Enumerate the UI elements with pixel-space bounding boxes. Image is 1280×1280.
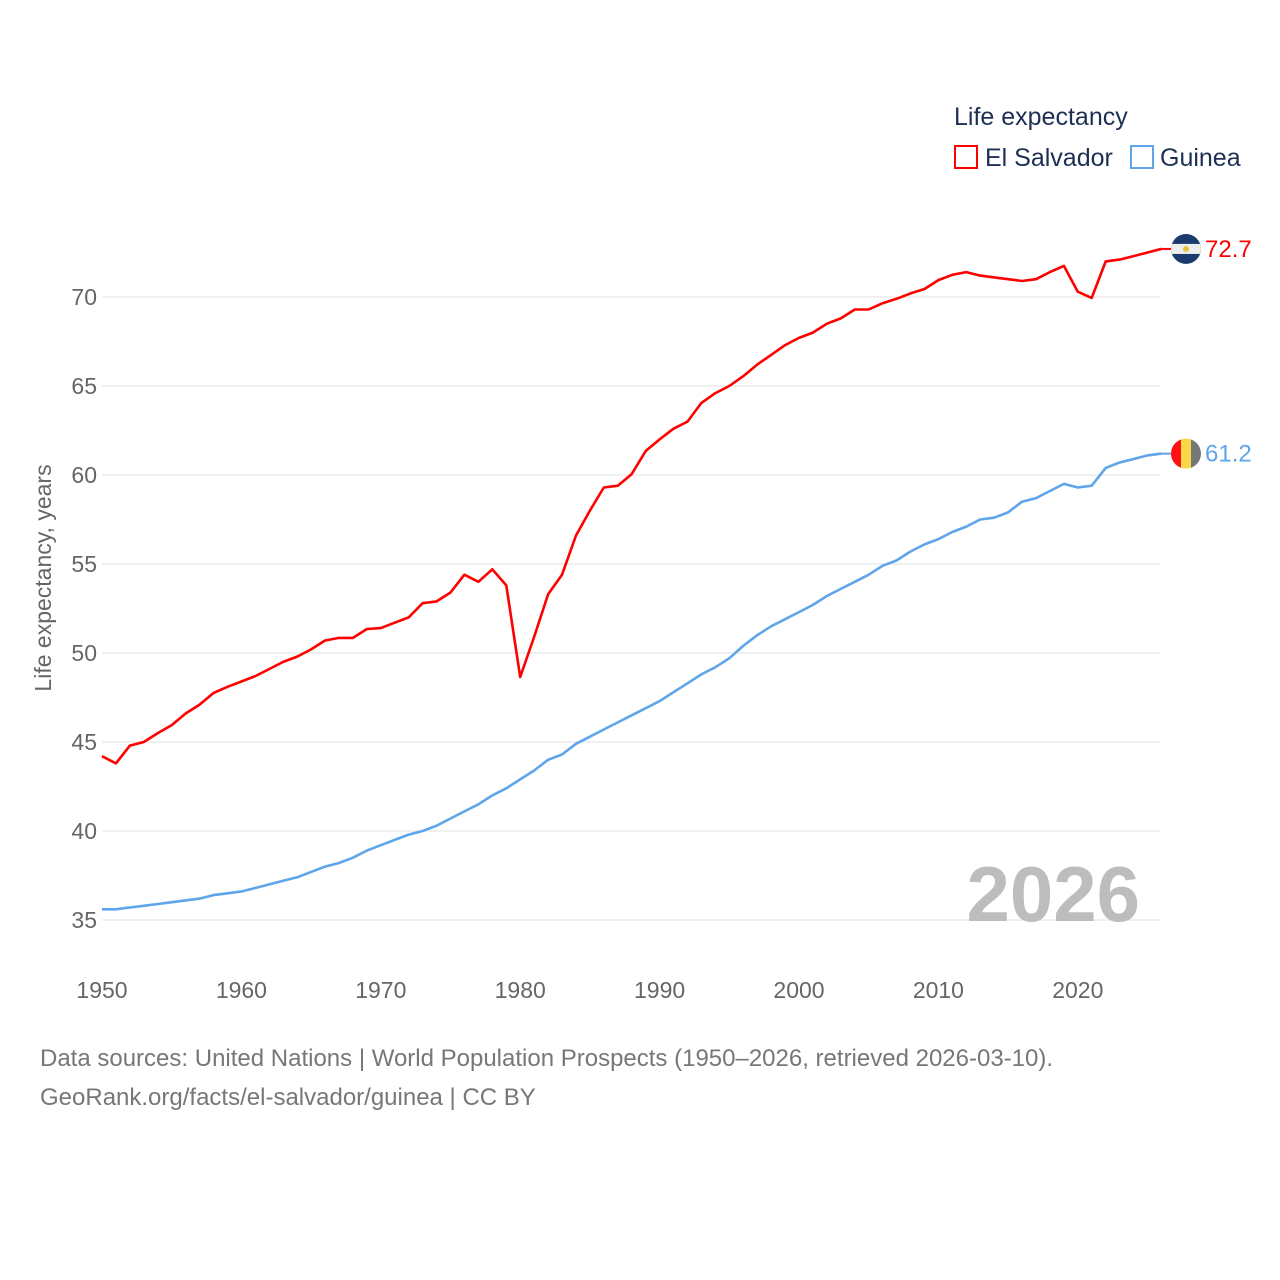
series-lines [101,247,1162,911]
y-tick-label: 40 [71,818,97,844]
end-labels: 72.7 61.2 [1161,233,1252,469]
year-watermark: 2026 [966,850,1140,938]
y-tick-label: 60 [71,462,97,488]
series-line-el-salvador[interactable] [101,247,1162,765]
y-axis-ticks: 35 40 45 50 55 60 65 70 [71,284,97,933]
x-tick-label: 1980 [495,977,546,1003]
y-tick-label: 70 [71,284,97,310]
x-tick-label: 1990 [634,977,685,1003]
x-axis-ticks: 1950 1960 1970 1980 1990 2000 2010 2020 [76,977,1103,1003]
guinea-flag-icon [1171,438,1201,469]
legend-title: Life expectancy [954,103,1128,131]
y-tick-label: 50 [71,640,97,666]
data-source-note: Data sources: United Nations | World Pop… [40,1045,1054,1072]
legend: Life expectancy El Salvador Guinea [954,103,1241,172]
y-tick-label: 55 [71,551,97,577]
grid-lines [102,296,1160,921]
el-salvador-flag-icon [1171,233,1201,264]
series-line-guinea[interactable] [102,452,1162,911]
y-tick-label: 65 [71,373,97,399]
x-tick-label: 2020 [1052,977,1103,1003]
x-tick-label: 2000 [773,977,824,1003]
credit-link[interactable]: GeoRank.org/facts/el-salvador/guinea | C… [40,1084,536,1111]
y-tick-label: 35 [71,907,97,933]
legend-label-el-salvador[interactable]: El Salvador [985,144,1113,172]
x-tick-label: 1970 [355,977,406,1003]
end-value-label-guinea: 61.2 [1205,441,1252,468]
legend-label-guinea[interactable]: Guinea [1160,144,1241,172]
x-tick-label: 1960 [216,977,267,1003]
legend-swatch-guinea[interactable] [1130,145,1154,169]
y-axis-label: Life expectancy, years [30,464,56,691]
end-value-label-el-salvador: 72.7 [1205,236,1252,263]
legend-swatch-el-salvador[interactable] [954,145,978,169]
x-tick-label: 2010 [913,977,964,1003]
y-tick-label: 45 [71,729,97,755]
x-tick-label: 1950 [76,977,127,1003]
